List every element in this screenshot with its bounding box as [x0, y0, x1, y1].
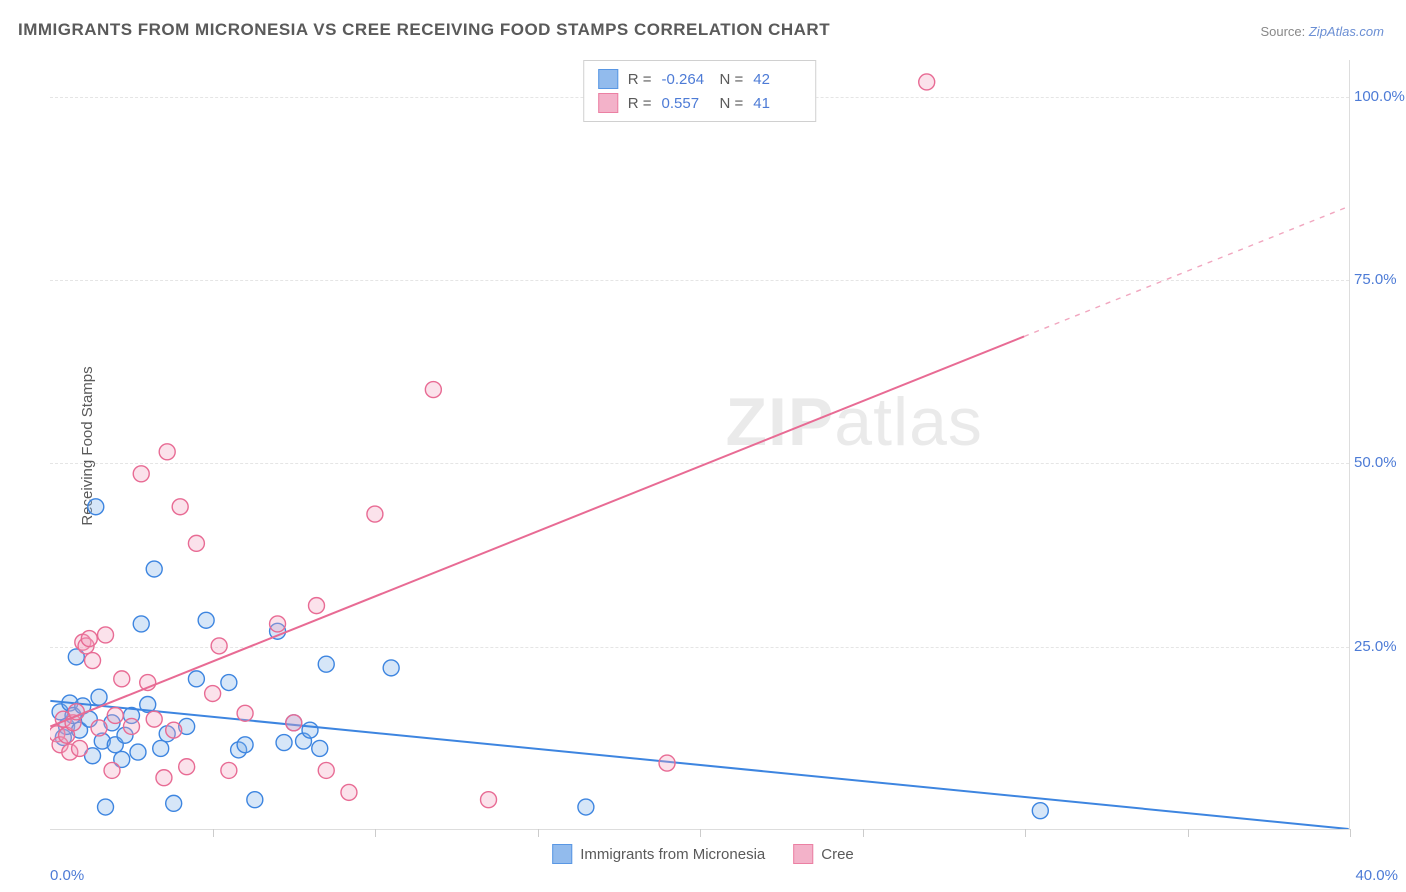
data-point — [367, 506, 383, 522]
n-label: N = — [720, 71, 744, 88]
data-point — [302, 722, 318, 738]
series-name-1: Cree — [821, 846, 854, 863]
y-tick-label: 75.0% — [1354, 271, 1406, 288]
data-point — [221, 762, 237, 778]
data-point — [85, 653, 101, 669]
data-point — [341, 784, 357, 800]
data-point — [309, 598, 325, 614]
data-point — [276, 735, 292, 751]
x-tick-mark — [863, 829, 864, 837]
source-credit: Source: ZipAtlas.com — [1260, 24, 1384, 39]
data-point — [107, 707, 123, 723]
data-point — [237, 705, 253, 721]
y-tick-label: 50.0% — [1354, 454, 1406, 471]
y-tick-label: 25.0% — [1354, 638, 1406, 655]
correlation-legend: R = -0.264 N = 42 R = 0.557 N = 41 — [583, 60, 817, 122]
n-value-0: 42 — [753, 71, 801, 88]
data-point — [153, 740, 169, 756]
data-point — [312, 740, 328, 756]
x-tick-mark — [375, 829, 376, 837]
x-tick-mark — [1025, 829, 1026, 837]
legend-swatch-1 — [598, 93, 618, 113]
data-point — [81, 631, 97, 647]
data-point — [578, 799, 594, 815]
series-legend: Immigrants from Micronesia Cree — [552, 844, 854, 864]
data-point — [247, 792, 263, 808]
r-value-0: -0.264 — [662, 71, 710, 88]
x-tick-mark — [538, 829, 539, 837]
r-value-1: 0.557 — [662, 95, 710, 112]
data-point — [383, 660, 399, 676]
data-point — [425, 382, 441, 398]
legend-row-series-0: R = -0.264 N = 42 — [598, 67, 802, 91]
data-point — [98, 799, 114, 815]
regression-line — [50, 336, 1024, 726]
data-point — [146, 711, 162, 727]
data-point — [919, 74, 935, 90]
r-label: R = — [628, 95, 652, 112]
legend-swatch-0 — [598, 69, 618, 89]
data-point — [481, 792, 497, 808]
data-point — [159, 444, 175, 460]
chart-plot-area: R = -0.264 N = 42 R = 0.557 N = 41 ZIPat… — [50, 60, 1350, 830]
legend-swatch-bottom-1 — [793, 844, 813, 864]
data-point — [237, 737, 253, 753]
n-value-1: 41 — [753, 95, 801, 112]
data-point — [166, 795, 182, 811]
scatter-svg — [50, 60, 1349, 829]
data-point — [172, 499, 188, 515]
legend-swatch-bottom-0 — [552, 844, 572, 864]
legend-item-1: Cree — [793, 844, 854, 864]
data-point — [286, 715, 302, 731]
data-point — [114, 671, 130, 687]
data-point — [156, 770, 172, 786]
x-tick-mark — [1188, 829, 1189, 837]
data-point — [188, 671, 204, 687]
data-point — [104, 762, 120, 778]
data-point — [72, 740, 88, 756]
x-tick-max-label: 40.0% — [1355, 867, 1398, 884]
x-tick-mark — [213, 829, 214, 837]
chart-title: IMMIGRANTS FROM MICRONESIA VS CREE RECEI… — [18, 20, 830, 40]
data-point — [221, 675, 237, 691]
legend-item-0: Immigrants from Micronesia — [552, 844, 765, 864]
data-point — [179, 759, 195, 775]
data-point — [659, 755, 675, 771]
data-point — [91, 689, 107, 705]
data-point — [130, 744, 146, 760]
x-tick-mark — [700, 829, 701, 837]
data-point — [205, 686, 221, 702]
r-label: R = — [628, 71, 652, 88]
n-label: N = — [720, 95, 744, 112]
data-point — [270, 616, 286, 632]
data-point — [211, 638, 227, 654]
x-tick-min-label: 0.0% — [50, 867, 84, 884]
data-point — [198, 612, 214, 628]
regression-line-dashed — [1024, 206, 1349, 336]
data-point — [188, 535, 204, 551]
series-name-0: Immigrants from Micronesia — [580, 846, 765, 863]
source-link[interactable]: ZipAtlas.com — [1309, 24, 1384, 39]
legend-row-series-1: R = 0.557 N = 41 — [598, 91, 802, 115]
data-point — [1032, 803, 1048, 819]
data-point — [318, 762, 334, 778]
y-tick-label: 100.0% — [1354, 88, 1406, 105]
data-point — [123, 718, 139, 734]
data-point — [98, 627, 114, 643]
data-point — [133, 466, 149, 482]
x-tick-mark — [1350, 829, 1351, 837]
data-point — [91, 720, 107, 736]
data-point — [133, 616, 149, 632]
source-prefix: Source: — [1260, 24, 1308, 39]
data-point — [146, 561, 162, 577]
data-point — [88, 499, 104, 515]
data-point — [166, 722, 182, 738]
data-point — [318, 656, 334, 672]
